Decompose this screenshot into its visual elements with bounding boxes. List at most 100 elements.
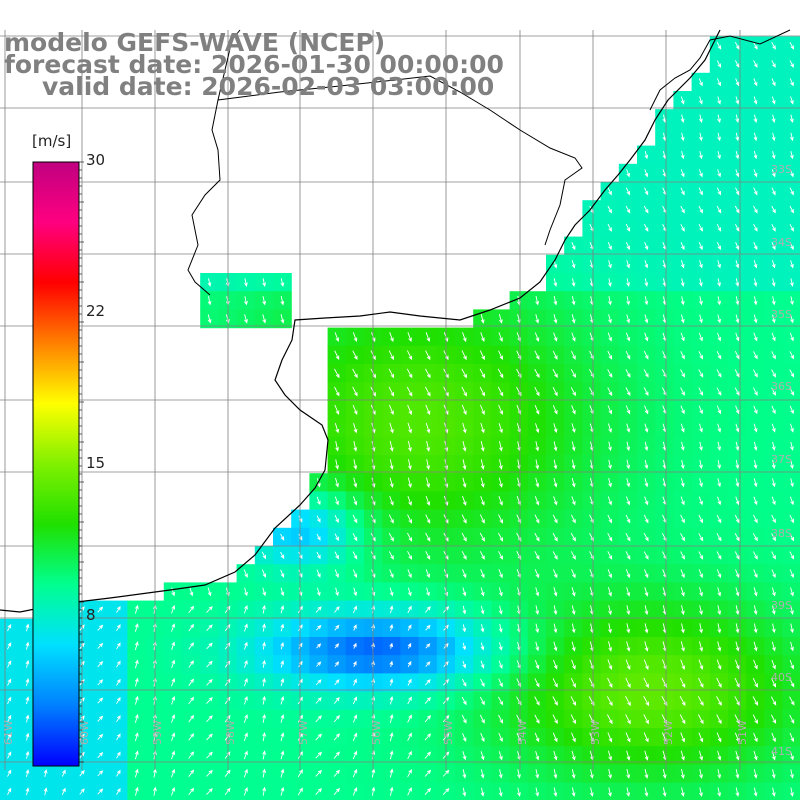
wind-arrow bbox=[735, 332, 740, 342]
wind-arrow bbox=[789, 60, 794, 68]
wind-arrow bbox=[699, 150, 703, 160]
wind-arrow bbox=[280, 786, 285, 796]
wind-arrow bbox=[206, 788, 213, 795]
wind-arrow bbox=[188, 696, 195, 705]
wind-arrow bbox=[753, 205, 758, 214]
wind-arrow bbox=[753, 423, 758, 433]
wind-arrow bbox=[171, 768, 176, 778]
wind-arrow bbox=[753, 78, 758, 87]
wind-cell bbox=[782, 163, 800, 183]
wind-arrow bbox=[699, 441, 703, 451]
wind-arrow bbox=[771, 405, 776, 415]
wind-arrow bbox=[771, 769, 776, 779]
wind-arrow bbox=[699, 260, 703, 269]
wind-arrow bbox=[735, 405, 740, 415]
wind-arrow bbox=[244, 641, 248, 650]
wind-arrow bbox=[534, 569, 540, 579]
wind-arrow bbox=[790, 587, 794, 597]
wind-arrow bbox=[625, 659, 631, 670]
wind-arrow bbox=[535, 623, 540, 634]
wind-arrow bbox=[7, 787, 12, 796]
wind-arrow bbox=[407, 514, 412, 524]
wind-arrow bbox=[206, 769, 213, 777]
wind-arrow bbox=[716, 514, 722, 524]
wind-arrow bbox=[134, 768, 139, 778]
wind-arrow bbox=[734, 533, 740, 542]
wind-arrow bbox=[553, 296, 558, 306]
wind-arrow bbox=[626, 314, 631, 324]
wind-arrow bbox=[334, 533, 339, 541]
wind-arrow bbox=[771, 750, 776, 761]
wind-arrow bbox=[716, 551, 722, 560]
wind-arrow bbox=[388, 404, 394, 416]
wind-arrow bbox=[571, 659, 576, 670]
wind-arrow bbox=[699, 296, 703, 306]
wind-arrow bbox=[352, 368, 358, 379]
wind-arrow bbox=[571, 587, 576, 597]
wind-arrow bbox=[607, 659, 613, 670]
wind-arrow bbox=[626, 278, 630, 287]
wind-arrow bbox=[608, 441, 612, 452]
wind-arrow bbox=[261, 569, 267, 578]
wind-arrow bbox=[607, 223, 612, 232]
wind-arrow bbox=[771, 478, 776, 488]
wind-arrow bbox=[352, 714, 358, 723]
wind-arrow bbox=[352, 533, 358, 542]
wind-arrow bbox=[280, 314, 285, 324]
wind-arrow bbox=[461, 514, 467, 524]
wind-arrow bbox=[643, 532, 649, 542]
wind-arrow bbox=[717, 314, 722, 324]
wind-arrow bbox=[171, 587, 176, 597]
wind-arrow bbox=[607, 677, 613, 688]
wind-arrow bbox=[789, 533, 795, 542]
wind-arrow bbox=[243, 605, 248, 614]
wind-arrow bbox=[352, 404, 358, 415]
coastline bbox=[0, 29, 721, 613]
wind-arrow bbox=[789, 696, 795, 706]
wind-arrow bbox=[553, 278, 558, 287]
wind-arrow bbox=[316, 643, 322, 649]
wind-arrow bbox=[771, 605, 776, 615]
wind-arrow bbox=[716, 714, 722, 725]
wind-arrow bbox=[426, 477, 431, 489]
wind-arrow bbox=[188, 623, 195, 632]
wind-arrow bbox=[625, 677, 631, 689]
wind-arrow bbox=[789, 187, 794, 196]
wind-arrow bbox=[753, 441, 758, 451]
uruguay-border bbox=[217, 75, 583, 246]
wind-arrow bbox=[498, 404, 504, 415]
wind-arrow bbox=[571, 769, 576, 779]
lat-lon-grid bbox=[0, 30, 800, 770]
wind-arrow bbox=[462, 477, 467, 488]
wind-arrow bbox=[735, 787, 740, 797]
wind-arrow bbox=[462, 332, 467, 343]
wind-cell bbox=[782, 473, 800, 492]
wind-arrow bbox=[425, 643, 431, 649]
wind-arrow bbox=[116, 642, 121, 650]
wind-arrow bbox=[171, 695, 176, 705]
wind-arrow bbox=[407, 696, 412, 705]
wind-arrow bbox=[735, 314, 740, 324]
wind-arrow bbox=[25, 659, 30, 668]
wind-arrow bbox=[334, 368, 340, 379]
wind-arrow bbox=[644, 750, 649, 761]
wind-arrow bbox=[79, 769, 85, 777]
wind-arrow bbox=[206, 715, 213, 723]
wind-arrow bbox=[644, 623, 649, 634]
wind-arrow bbox=[262, 604, 266, 614]
wind-arrow bbox=[171, 714, 176, 723]
wind-arrow bbox=[116, 624, 121, 632]
wind-arrow bbox=[207, 587, 212, 597]
wind-arrow bbox=[352, 787, 358, 796]
wind-arrow bbox=[790, 314, 794, 324]
wind-arrow bbox=[717, 296, 722, 306]
wind-arrow bbox=[425, 569, 430, 579]
wind-arrow bbox=[644, 641, 649, 652]
wind-arrow bbox=[735, 769, 740, 779]
wind-arrow bbox=[389, 732, 394, 742]
wind-arrow bbox=[679, 677, 686, 689]
wind-arrow bbox=[407, 332, 412, 343]
wind-arrow bbox=[389, 695, 394, 705]
wind-arrow bbox=[206, 733, 213, 741]
wind-arrow bbox=[699, 587, 703, 597]
